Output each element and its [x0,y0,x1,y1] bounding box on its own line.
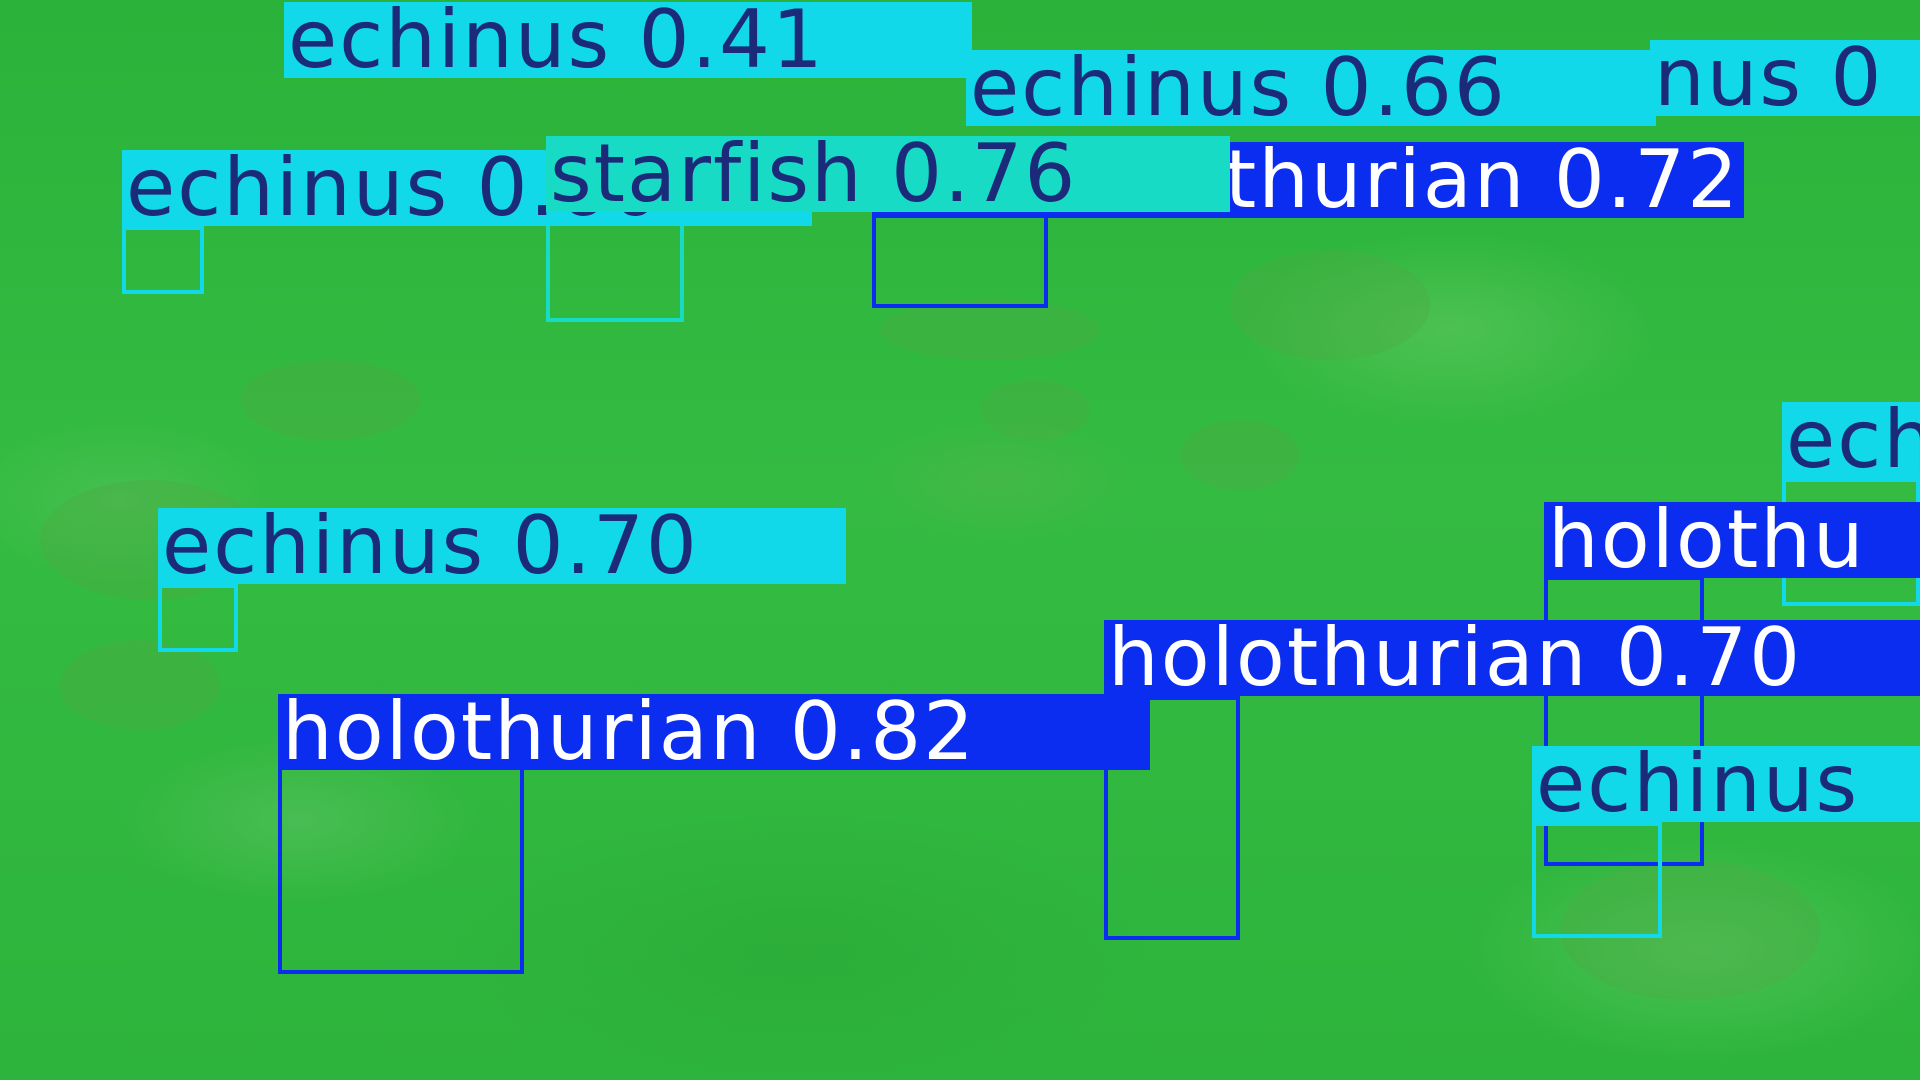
detection-label-holothurian: holothurian 0.70 [1104,620,1920,696]
holothurian-box [1104,696,1240,940]
echinus-box [158,584,238,652]
echinus-box [122,226,204,294]
starfish-box [546,214,684,322]
seabed-rock [1560,860,1820,1000]
detection-label-holothurian: holothu [1544,502,1920,578]
seabed-rock [60,640,220,730]
detection-label-echinus: echinus 0.41 [284,2,972,78]
holothurian-box [278,766,524,974]
detection-label-echinus: ech [1782,402,1920,478]
detection-label-echinus: nus 0 [1650,40,1920,116]
seabed-rock [880,300,1100,360]
detection-label-echinus: echinus 0.66 [966,50,1656,126]
seabed-rock [240,360,420,440]
seabed-rock [980,380,1090,440]
detection-label-starfish: starfish 0.76 [546,136,1230,212]
holothurian-box [1544,576,1704,866]
holothurian-box [872,214,1048,308]
echinus-box [1532,822,1662,938]
detection-label-holothurian: holothurian 0.82 [278,694,1150,770]
seabed-rock [1230,250,1430,360]
detection-label-echinus: echinus 0.70 [158,508,846,584]
detection-label-echinus: echinus [1532,746,1920,822]
seabed-rock [1180,420,1300,490]
